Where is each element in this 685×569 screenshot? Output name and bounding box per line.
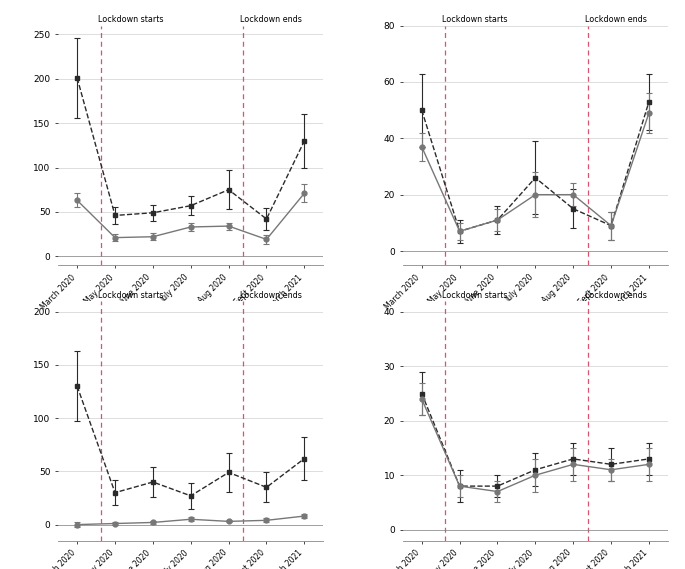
Text: Lockdown starts: Lockdown starts [443, 15, 508, 24]
Text: Lockdown ends: Lockdown ends [240, 291, 302, 300]
Legend: Business owners, Non-business owners: Business owners, Non-business owners [90, 360, 292, 375]
Text: Lockdown ends: Lockdown ends [584, 291, 647, 300]
Text: Lockdown starts: Lockdown starts [443, 291, 508, 300]
Text: Lockdown ends: Lockdown ends [240, 15, 302, 24]
Text: Lockdown ends: Lockdown ends [584, 15, 647, 24]
Text: Lockdown starts: Lockdown starts [97, 15, 163, 24]
Text: Lockdown starts: Lockdown starts [97, 291, 163, 300]
Text: (a)  Total Income: (a) Total Income [137, 404, 245, 417]
Text: (b)  Crop Sales: (b) Crop Sales [488, 404, 583, 417]
Legend: Business owners, Non-business owners: Business owners, Non-business owners [434, 360, 636, 375]
